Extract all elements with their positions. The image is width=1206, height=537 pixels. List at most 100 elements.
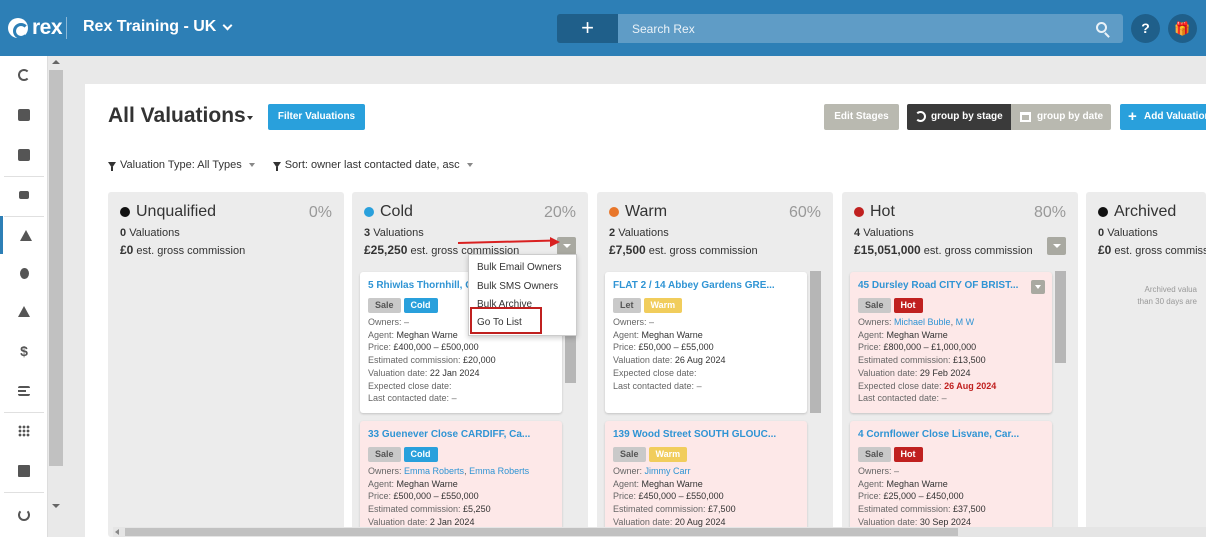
scroll-left-icon[interactable]	[115, 529, 119, 535]
nav-scrollbar[interactable]	[48, 56, 66, 537]
price-line: Price: £50,000 – £55,000	[613, 342, 714, 353]
valuation-type-filter[interactable]: Valuation Type: All Types	[108, 159, 255, 171]
commission-line: Estimated commission: £20,000	[368, 355, 496, 366]
stage-tag: Cold	[403, 298, 438, 313]
owner-link[interactable]: M W	[955, 317, 975, 327]
group-by-stage-button[interactable]: group by stage	[907, 104, 1011, 130]
nav-separator	[4, 216, 44, 217]
nav-item-marketing[interactable]	[0, 176, 48, 214]
column-title: Cold	[380, 203, 413, 220]
apps-icon	[18, 425, 30, 437]
nav-item-sync[interactable]	[0, 496, 48, 534]
help-button[interactable]: ?	[1131, 14, 1160, 43]
nav-item-financials[interactable]: $	[0, 332, 48, 370]
funnel-icon	[272, 162, 281, 171]
card-title[interactable]: 4 Cornflower Close Lisvane, Car...	[858, 429, 1020, 440]
nav-item-appraisals[interactable]	[0, 292, 48, 330]
refresh-icon	[18, 69, 30, 81]
nav-item-lists[interactable]	[0, 372, 48, 410]
board-horizontal-scrollbar[interactable]	[113, 527, 1206, 537]
owner-link[interactable]: Jimmy Carr	[644, 466, 691, 476]
rex-logo[interactable]: rex	[8, 16, 63, 40]
caret-down-icon	[466, 163, 473, 167]
topbar-divider	[66, 17, 67, 39]
menu-item-bulk-sms[interactable]: Bulk SMS Owners	[477, 281, 559, 292]
nav-item-apps[interactable]	[0, 412, 48, 450]
group-by-date-button[interactable]: group by date	[1011, 104, 1111, 130]
column-scrollbar[interactable]	[1055, 271, 1066, 363]
valuation-card[interactable]: 139 Wood Street SOUTH GLOUC... Sale Warm …	[605, 421, 807, 537]
nav-item-contacts[interactable]	[0, 254, 48, 292]
search-icon[interactable]	[1096, 22, 1107, 33]
scroll-down-icon[interactable]	[52, 504, 60, 508]
card-title[interactable]: 45 Dursley Road CITY OF BRIST...	[858, 280, 1019, 291]
type-tag: Sale	[368, 447, 401, 462]
edit-stages-button[interactable]: Edit Stages	[824, 104, 899, 130]
valuation-card[interactable]: 45 Dursley Road CITY OF BRIST... Sale Hot…	[850, 272, 1052, 413]
valuation-card[interactable]: 33 Guenever Close CARDIFF, Ca... Sale Col…	[360, 421, 562, 537]
column-title: Archived	[1114, 203, 1177, 220]
column-commission: £15,051,000 est. gross commission	[854, 243, 1033, 257]
owner-link[interactable]: Michael Buble	[894, 317, 951, 327]
valuation-card[interactable]: FLAT 2 / 14 Abbey Gardens GRE... Let Warm…	[605, 272, 807, 413]
valuation-type-label: Valuation Type: All Types	[120, 159, 242, 171]
menu-item-bulk-archive[interactable]: Bulk Archive	[477, 299, 533, 310]
owners-line: Owners: –	[368, 317, 410, 327]
column-scrollbar[interactable]	[810, 271, 821, 413]
dollar-icon: $	[20, 343, 28, 359]
valuation-card[interactable]: 4 Cornflower Close Lisvane, Car... Sale H…	[850, 421, 1052, 537]
gift-button[interactable]: 🎁	[1168, 14, 1197, 43]
contacted-line: Last contacted date: –	[613, 380, 702, 391]
card-title[interactable]: 139 Wood Street SOUTH GLOUC...	[613, 429, 777, 440]
card-title[interactable]: 33 Guenever Close CARDIFF, Ca...	[368, 429, 531, 440]
logo-text: rex	[32, 16, 63, 39]
add-valuation-button[interactable]: + Add Valuation	[1120, 104, 1206, 130]
search-input[interactable]	[618, 14, 1123, 43]
commission-line: Estimated commission: £5,250	[368, 504, 491, 515]
nav-item-activity[interactable]	[0, 56, 48, 94]
nav-item-reports[interactable]	[0, 136, 48, 174]
paint-icon	[19, 191, 29, 199]
column-count: 0 Valuations	[120, 227, 180, 239]
commission-line: Estimated commission: £13,500	[858, 355, 986, 366]
close-date-line: Expected close date: 26 Aug 2024	[858, 380, 997, 391]
nav-separator	[4, 412, 44, 413]
quick-add-button[interactable]: +	[557, 14, 618, 43]
card-menu-button[interactable]	[1031, 280, 1045, 294]
scroll-thumb[interactable]	[125, 528, 958, 536]
owner-link[interactable]: Emma Roberts	[404, 466, 465, 476]
column-percent: 20%	[543, 204, 576, 221]
scroll-thumb[interactable]	[49, 70, 63, 466]
sort-filter[interactable]: Sort: owner last contacted date, asc	[272, 159, 473, 171]
column-title: Warm	[625, 203, 668, 220]
card-title[interactable]: FLAT 2 / 14 Abbey Gardens GRE...	[613, 280, 775, 291]
nav-item-search[interactable]	[0, 452, 48, 490]
nav-item-calendar[interactable]	[0, 96, 48, 134]
plus-icon: +	[1128, 108, 1137, 125]
valuation-date-line: Valuation date: 2 Jan 2024	[368, 516, 475, 527]
filter-valuations-button[interactable]: Filter Valuations	[268, 104, 365, 130]
caret-down-icon[interactable]	[247, 116, 253, 120]
rex-logo-icon	[8, 18, 29, 39]
agent-line: Agent: Meghan Warne	[613, 329, 703, 340]
column-menu-button[interactable]	[1047, 237, 1066, 255]
type-tag: Sale	[858, 298, 891, 313]
scroll-up-icon[interactable]	[52, 60, 60, 64]
page-title[interactable]: All Valuations	[108, 104, 246, 127]
top-bar: rex Rex Training - UK + ? 🎁	[0, 0, 1206, 56]
search-bar[interactable]	[618, 14, 1123, 43]
column-hot: Hot 80% 4 Valuations £15,051,000 est. gr…	[842, 192, 1078, 537]
column-count: 0 Valuations	[1098, 227, 1158, 239]
owner-link[interactable]: Emma Roberts	[469, 466, 530, 476]
left-nav: $	[0, 56, 48, 537]
map-pin-icon	[18, 305, 30, 317]
account-switcher[interactable]: Rex Training - UK	[83, 18, 233, 36]
sort-label: Sort: owner last contacted date, asc	[284, 159, 460, 171]
menu-item-bulk-email[interactable]: Bulk Email Owners	[477, 262, 562, 273]
archived-note: Archived valua than 30 days are	[1137, 285, 1197, 306]
stage-tag: Cold	[403, 447, 438, 462]
nav-item-properties[interactable]	[0, 216, 48, 254]
home-icon	[19, 229, 32, 241]
column-menu-button[interactable]	[557, 237, 576, 255]
menu-item-go-to-list[interactable]: Go To List	[477, 317, 522, 328]
